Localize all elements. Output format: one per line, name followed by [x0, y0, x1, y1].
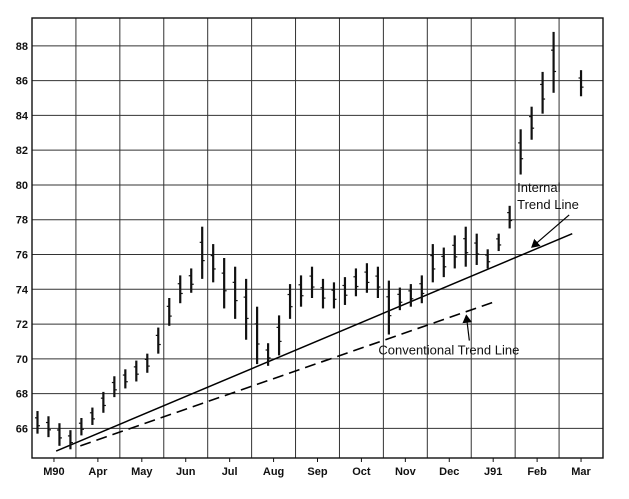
price-bar — [45, 416, 51, 438]
y-tick-label: 70 — [16, 354, 28, 366]
y-tick-label: 74 — [16, 284, 29, 296]
price-bar — [276, 315, 282, 356]
y-tick-label: 82 — [16, 145, 28, 157]
price-bar — [430, 244, 436, 283]
x-axis-ticks: M90 Apr May Jun Jul Aug Sep Oct Nov Dec J91 Feb Mar — [43, 458, 592, 478]
price-bar — [166, 298, 172, 326]
price-bar — [254, 306, 260, 365]
price-bar — [342, 277, 348, 305]
price-bar — [298, 275, 304, 307]
price-bar — [474, 233, 480, 265]
price-bar — [397, 287, 403, 311]
price-bar — [540, 71, 546, 114]
price-bar — [177, 275, 183, 304]
price-bar — [243, 278, 249, 340]
internal-trend-line — [55, 232, 573, 452]
x-tick-label: Mar — [571, 466, 591, 478]
price-bar — [155, 327, 161, 354]
price-bar — [100, 391, 106, 413]
price-bar — [331, 282, 337, 309]
price-bar — [320, 278, 326, 309]
price-bar — [56, 423, 62, 446]
price-bar — [507, 205, 513, 229]
price-bar — [34, 411, 40, 434]
price-bar — [441, 247, 447, 278]
price-bar — [111, 376, 117, 398]
price-bar — [89, 407, 95, 425]
price-bar — [122, 369, 128, 389]
price-bar — [221, 258, 227, 309]
price-bar — [144, 353, 150, 373]
y-tick-label: 78 — [16, 215, 28, 227]
x-tick-label: Jun — [176, 466, 196, 478]
x-tick-label: J91 — [484, 466, 502, 478]
x-tick-label: Nov — [395, 466, 417, 478]
price-bar — [463, 226, 469, 267]
conventional-trend-arrow — [462, 314, 472, 341]
price-bar — [386, 280, 392, 335]
price-bar — [364, 263, 370, 293]
x-tick-label: Aug — [263, 466, 284, 478]
price-bars — [34, 31, 584, 450]
price-bar — [496, 233, 502, 252]
price-bar — [265, 343, 271, 366]
plot-frame — [31, 17, 604, 459]
price-bar — [232, 266, 238, 319]
x-tick-label: Dec — [439, 466, 459, 478]
price-bar — [78, 418, 84, 436]
internal-trend-line-label: Internal — [517, 180, 560, 195]
price-bar — [287, 284, 293, 319]
price-bar — [452, 235, 458, 269]
price-bar — [375, 266, 381, 298]
price-bar — [133, 360, 139, 382]
price-bar — [309, 266, 315, 298]
y-tick-label: 84 — [16, 110, 29, 122]
annotations: Internal Trend Line Conventional Trend Lin… — [378, 180, 578, 358]
x-tick-label: M90 — [43, 466, 64, 478]
x-tick-label: Apr — [88, 466, 108, 478]
price-bar — [199, 226, 205, 279]
y-axis-ticks: 66 68 70 72 74 76 78 80 82 84 86 88 — [16, 41, 29, 436]
conventional-trend-line-label: Conventional Trend Line — [378, 343, 519, 358]
y-tick-label: 80 — [16, 180, 28, 192]
x-tick-label: Sep — [307, 466, 327, 478]
price-bar — [353, 268, 359, 297]
conventional-trend-line — [80, 300, 496, 447]
y-tick-label: 76 — [16, 250, 28, 262]
y-tick-label: 88 — [16, 41, 28, 53]
price-bar — [485, 249, 491, 269]
price-bar — [67, 430, 73, 450]
y-tick-label: 86 — [16, 76, 28, 88]
x-tick-label: May — [131, 466, 153, 478]
grid — [32, 18, 603, 458]
y-tick-label: 72 — [16, 319, 28, 331]
price-bar — [551, 31, 557, 93]
price-bar — [210, 244, 216, 283]
price-bar — [188, 268, 194, 293]
trend-lines — [55, 232, 573, 452]
price-bar — [419, 275, 425, 304]
x-tick-label: Feb — [527, 466, 547, 478]
y-tick-label: 68 — [16, 389, 28, 401]
internal-trend-line-label: Trend Line — [517, 197, 579, 212]
y-tick-label: 66 — [16, 423, 28, 435]
x-tick-label: Jul — [222, 466, 238, 478]
price-bar — [518, 129, 524, 175]
price-bar — [578, 70, 584, 97]
internal-trend-arrow — [531, 214, 570, 248]
price-bar — [529, 106, 535, 140]
price-bar — [408, 284, 414, 307]
x-tick-label: Oct — [352, 466, 371, 478]
